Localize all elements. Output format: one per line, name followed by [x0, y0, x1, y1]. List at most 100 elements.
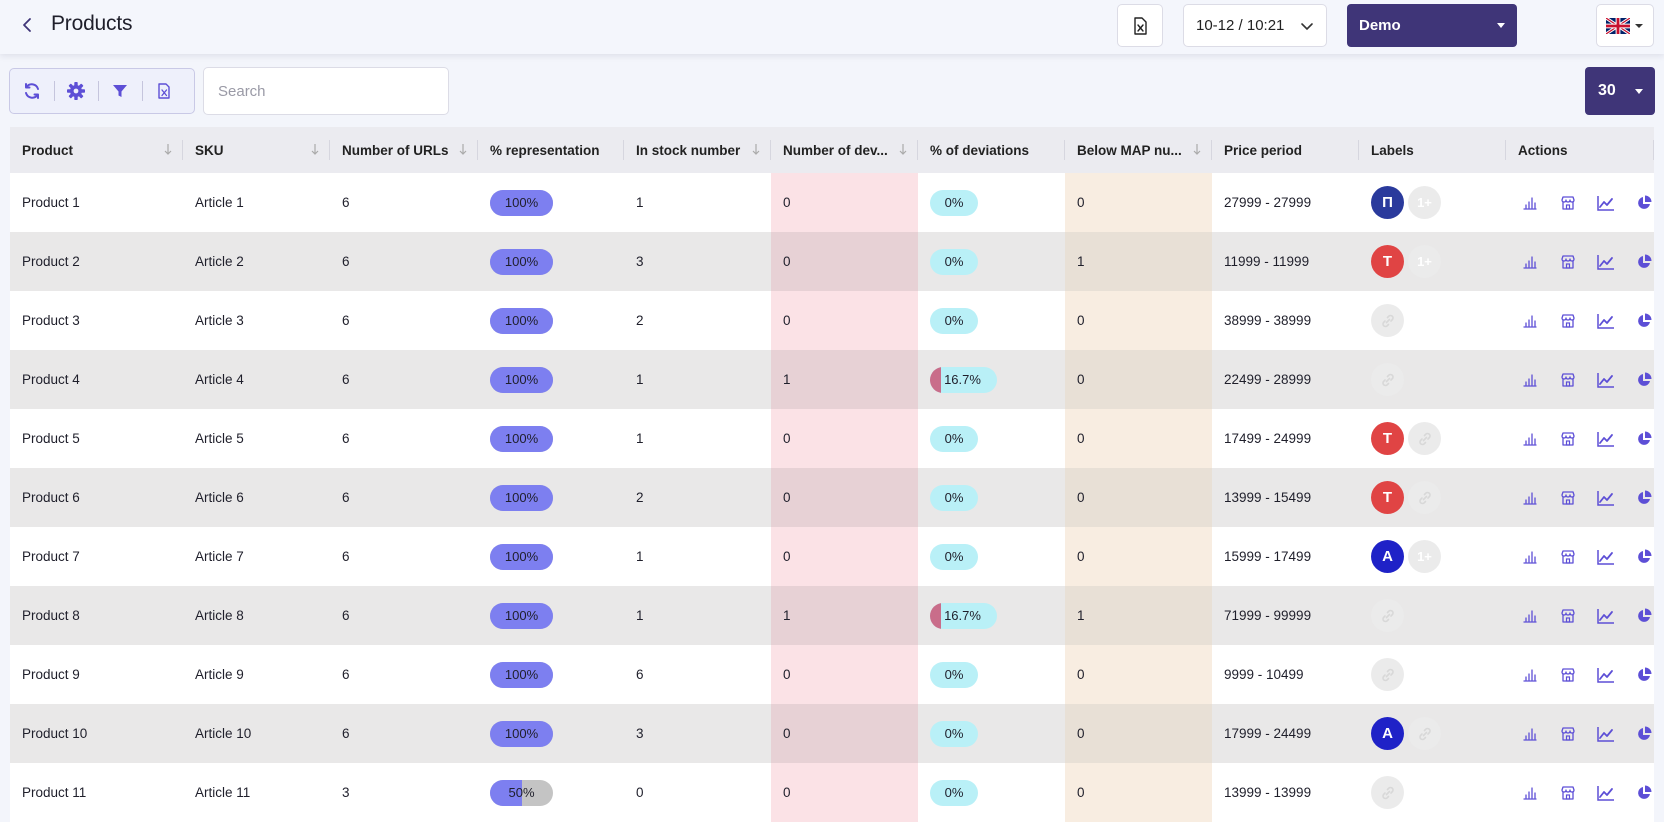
share-button[interactable] — [1634, 665, 1654, 685]
language-select[interactable] — [1596, 4, 1654, 47]
table-row[interactable]: Product 8 Article 8 6 100% 1 1 16.7% 1 7… — [10, 586, 1654, 645]
label-badge[interactable]: A — [1371, 540, 1404, 573]
export-excel-button[interactable] — [1117, 4, 1163, 47]
stores-button[interactable] — [1558, 606, 1578, 626]
add-label-button[interactable] — [1371, 304, 1404, 337]
product-name[interactable]: Product 10 — [22, 726, 88, 741]
label-badge[interactable]: T — [1371, 422, 1404, 455]
column-header-deviations[interactable]: Number of dev... — [771, 127, 918, 173]
product-name[interactable]: Product 4 — [22, 372, 80, 387]
product-name[interactable]: Product 5 — [22, 431, 80, 446]
price-history-button[interactable] — [1520, 429, 1540, 449]
trend-button[interactable] — [1596, 665, 1616, 685]
label-badge[interactable]: T — [1371, 481, 1404, 514]
product-name[interactable]: Product 3 — [22, 313, 80, 328]
column-header-urls[interactable]: Number of URLs — [330, 127, 478, 173]
stores-button[interactable] — [1558, 665, 1578, 685]
trend-button[interactable] — [1596, 370, 1616, 390]
trend-button[interactable] — [1596, 488, 1616, 508]
add-label-button[interactable] — [1408, 422, 1441, 455]
more-labels-badge[interactable]: 1+ — [1408, 186, 1441, 219]
product-name[interactable]: Product 9 — [22, 667, 80, 682]
sort-arrow-icon[interactable] — [1192, 142, 1202, 156]
search-input[interactable] — [203, 67, 449, 115]
price-history-button[interactable] — [1520, 724, 1540, 744]
settings-button[interactable] — [54, 69, 98, 113]
share-button[interactable] — [1634, 783, 1654, 803]
sort-arrow-icon[interactable] — [163, 142, 173, 156]
column-header-deviation-percent[interactable]: % of deviations — [918, 127, 1065, 173]
trend-button[interactable] — [1596, 193, 1616, 213]
sort-arrow-icon[interactable] — [898, 142, 908, 156]
price-history-button[interactable] — [1520, 488, 1540, 508]
stores-button[interactable] — [1558, 724, 1578, 744]
table-row[interactable]: Product 2 Article 2 6 100% 3 0 0% 1 1199… — [10, 232, 1654, 291]
share-button[interactable] — [1634, 252, 1654, 272]
trend-button[interactable] — [1596, 547, 1616, 567]
column-header-sku[interactable]: SKU — [183, 127, 330, 173]
stores-button[interactable] — [1558, 193, 1578, 213]
share-button[interactable] — [1634, 606, 1654, 626]
sort-arrow-icon[interactable] — [310, 142, 320, 156]
table-row[interactable]: Product 6 Article 6 6 100% 2 0 0% 0 1399… — [10, 468, 1654, 527]
share-button[interactable] — [1634, 311, 1654, 331]
price-history-button[interactable] — [1520, 252, 1540, 272]
table-row[interactable]: Product 4 Article 4 6 100% 1 1 16.7% 0 2… — [10, 350, 1654, 409]
trend-button[interactable] — [1596, 311, 1616, 331]
trend-button[interactable] — [1596, 252, 1616, 272]
table-row[interactable]: Product 11 Article 11 3 50% 0 0 0% 0 139… — [10, 763, 1654, 822]
stores-button[interactable] — [1558, 488, 1578, 508]
price-history-button[interactable] — [1520, 606, 1540, 626]
stores-button[interactable] — [1558, 429, 1578, 449]
column-header-below-map[interactable]: Below MAP nu... — [1065, 127, 1212, 173]
share-button[interactable] — [1634, 547, 1654, 567]
add-label-button[interactable] — [1408, 481, 1441, 514]
trend-button[interactable] — [1596, 429, 1616, 449]
product-name[interactable]: Product 2 — [22, 254, 80, 269]
sort-arrow-icon[interactable] — [751, 142, 761, 156]
account-select[interactable]: Demo — [1347, 4, 1517, 47]
product-name[interactable]: Product 11 — [22, 785, 87, 800]
table-row[interactable]: Product 7 Article 7 6 100% 1 0 0% 0 1599… — [10, 527, 1654, 586]
stores-button[interactable] — [1558, 311, 1578, 331]
export-excel-toolbar-button[interactable] — [142, 69, 186, 113]
per-page-select[interactable]: 30 — [1585, 67, 1655, 115]
price-history-button[interactable] — [1520, 665, 1540, 685]
table-row[interactable]: Product 10 Article 10 6 100% 3 0 0% 0 17… — [10, 704, 1654, 763]
column-header-representation[interactable]: % representation — [478, 127, 624, 173]
share-button[interactable] — [1634, 429, 1654, 449]
price-history-button[interactable] — [1520, 547, 1540, 567]
add-label-button[interactable] — [1371, 363, 1404, 396]
trend-button[interactable] — [1596, 606, 1616, 626]
stores-button[interactable] — [1558, 370, 1578, 390]
share-button[interactable] — [1634, 724, 1654, 744]
table-row[interactable]: Product 9 Article 9 6 100% 6 0 0% 0 9999… — [10, 645, 1654, 704]
stores-button[interactable] — [1558, 252, 1578, 272]
product-name[interactable]: Product 7 — [22, 549, 80, 564]
sort-arrow-icon[interactable] — [458, 142, 468, 156]
stores-button[interactable] — [1558, 547, 1578, 567]
add-label-button[interactable] — [1371, 776, 1404, 809]
more-labels-badge[interactable]: 1+ — [1408, 245, 1441, 278]
column-header-in-stock[interactable]: In stock number — [624, 127, 771, 173]
table-row[interactable]: Product 5 Article 5 6 100% 1 0 0% 0 1749… — [10, 409, 1654, 468]
filter-button[interactable] — [98, 69, 142, 113]
label-badge[interactable]: П — [1371, 186, 1404, 219]
back-button[interactable] — [18, 12, 38, 38]
column-header-product[interactable]: Product — [10, 127, 183, 173]
column-header-price-period[interactable]: Price period — [1212, 127, 1359, 173]
price-history-button[interactable] — [1520, 370, 1540, 390]
price-history-button[interactable] — [1520, 783, 1540, 803]
share-button[interactable] — [1634, 370, 1654, 390]
table-row[interactable]: Product 3 Article 3 6 100% 2 0 0% 0 3899… — [10, 291, 1654, 350]
date-select[interactable]: 10-12 / 10:21 — [1183, 4, 1327, 47]
stores-button[interactable] — [1558, 783, 1578, 803]
label-badge[interactable]: T — [1371, 245, 1404, 278]
add-label-button[interactable] — [1371, 658, 1404, 691]
share-button[interactable] — [1634, 193, 1654, 213]
trend-button[interactable] — [1596, 783, 1616, 803]
price-history-button[interactable] — [1520, 311, 1540, 331]
product-name[interactable]: Product 1 — [22, 195, 80, 210]
label-badge[interactable]: A — [1371, 717, 1404, 750]
more-labels-badge[interactable]: 1+ — [1408, 540, 1441, 573]
